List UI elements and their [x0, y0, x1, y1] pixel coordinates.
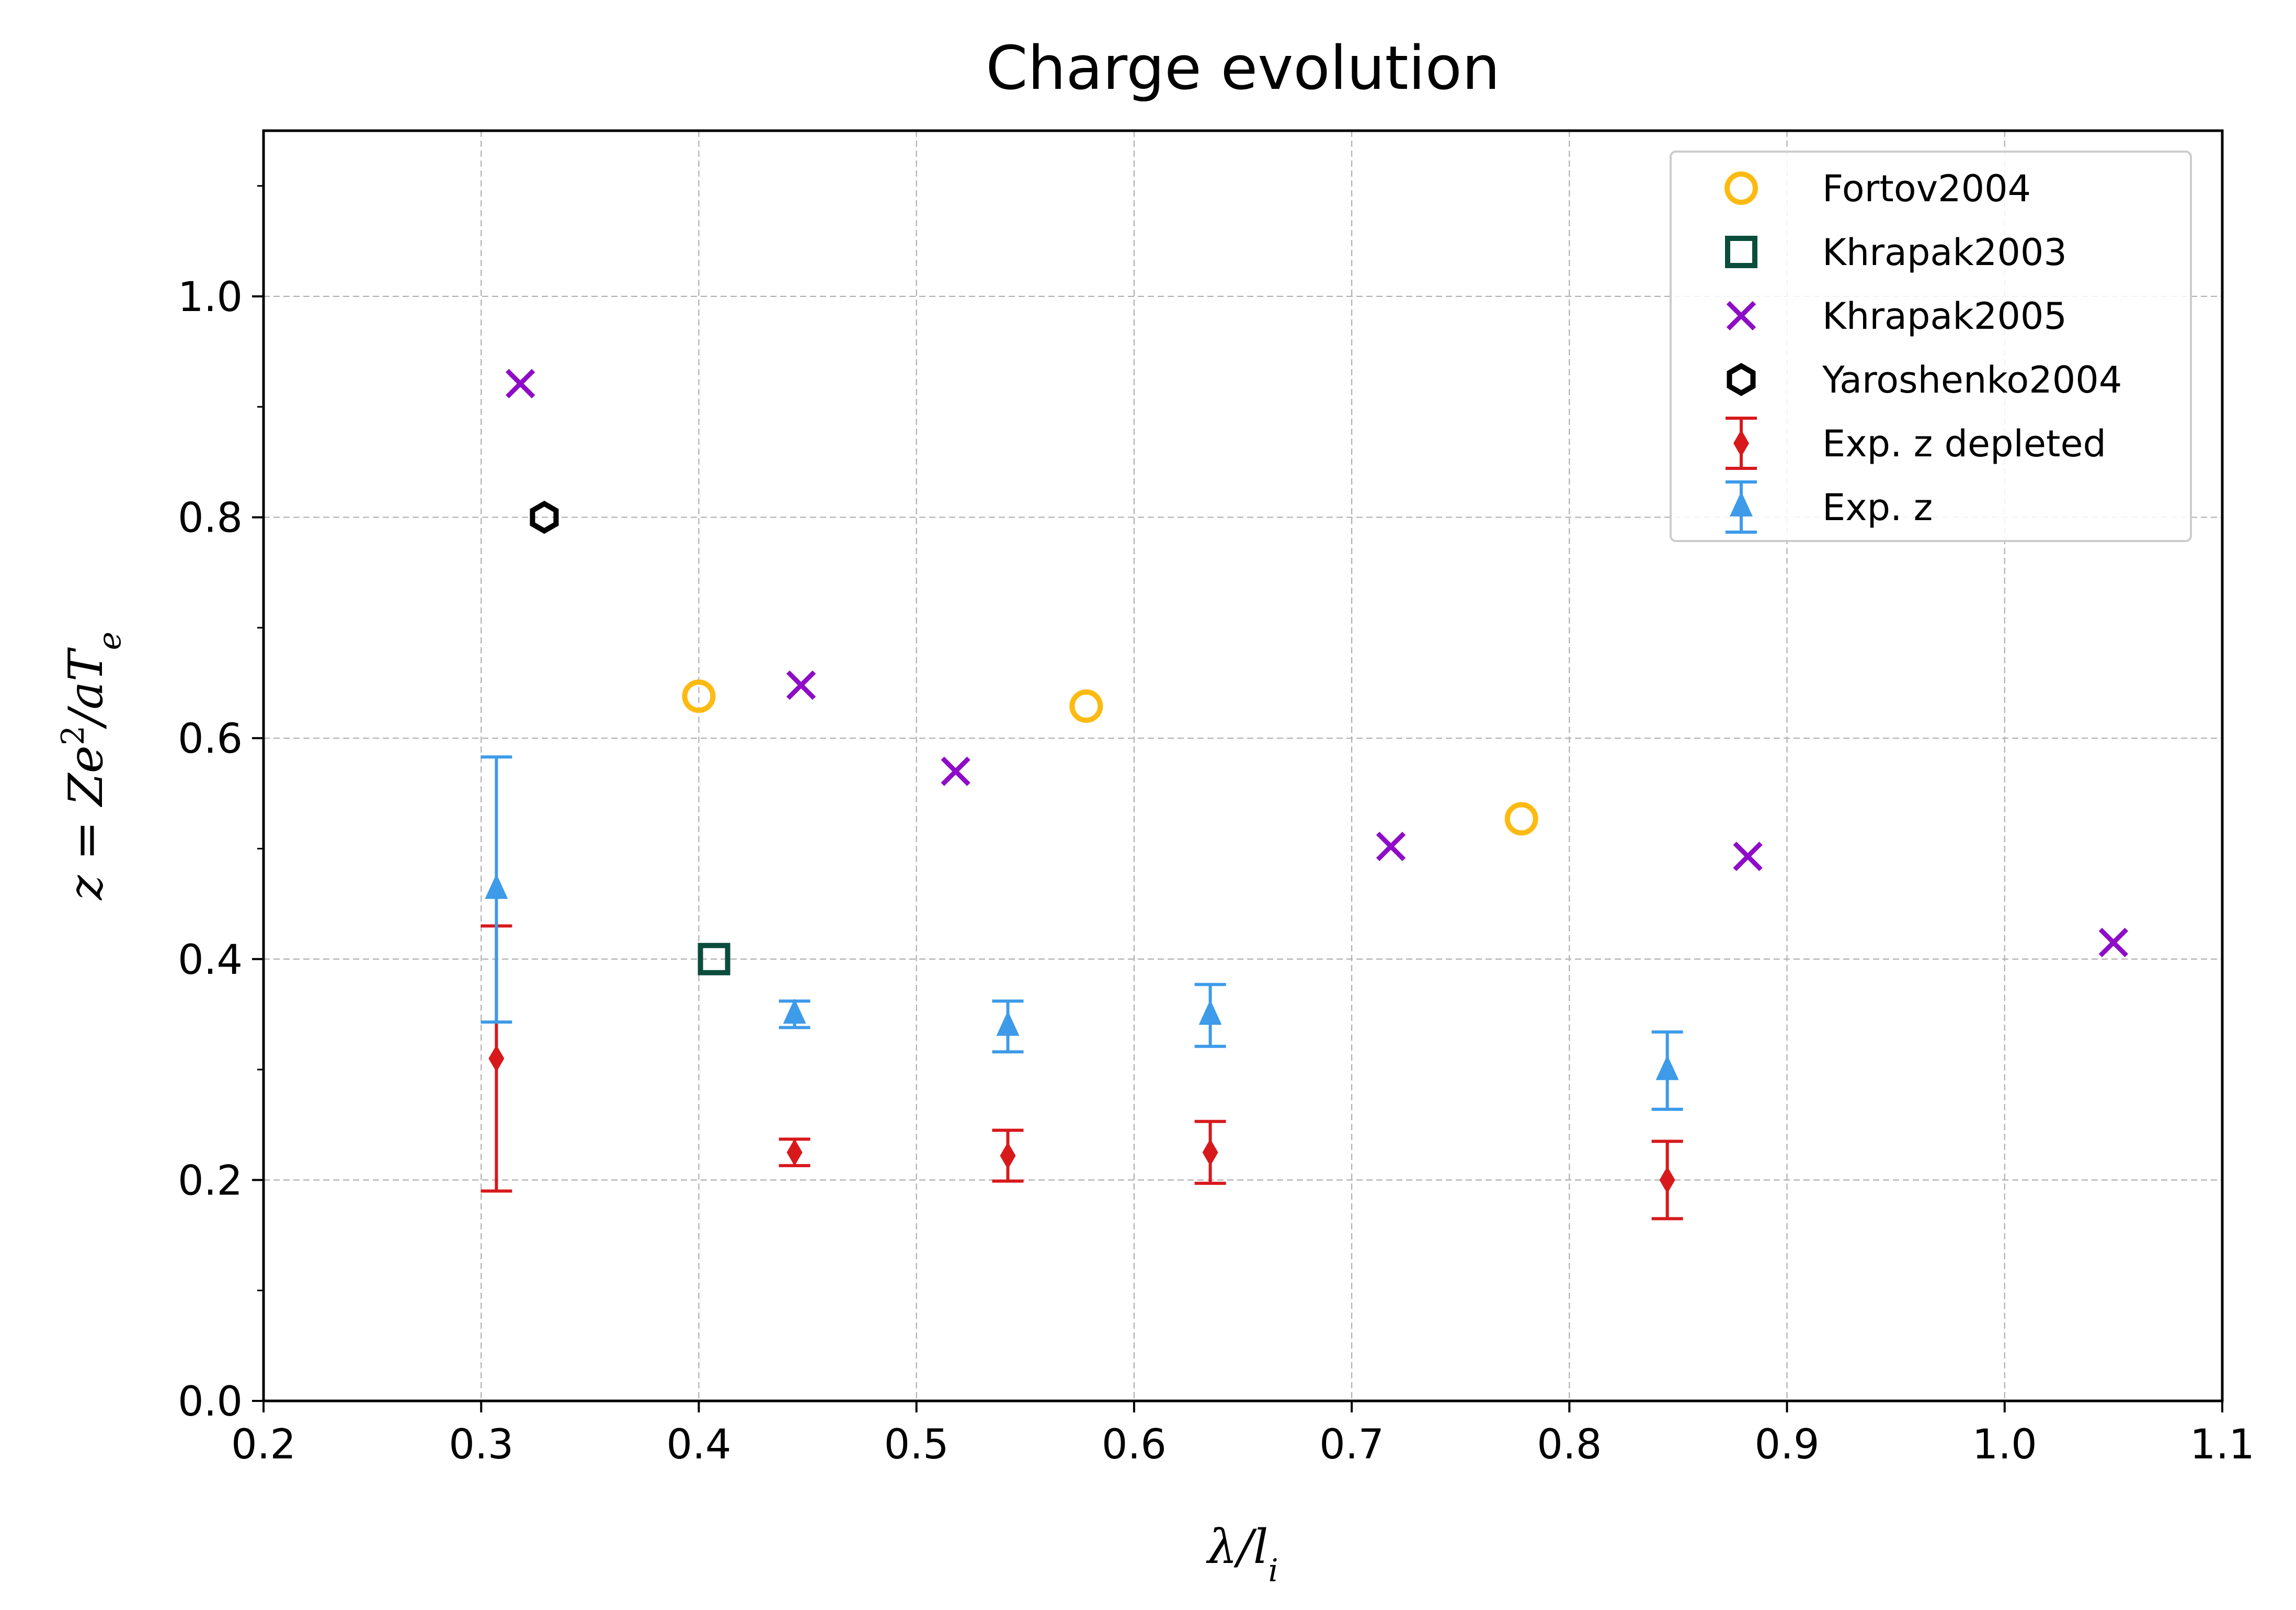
- data-point: [1376, 832, 1406, 861]
- legend-label: Exp. z: [1822, 486, 1933, 529]
- data-point: [941, 756, 970, 786]
- x-label-sub-i: i: [1268, 1552, 1278, 1589]
- data-point: [698, 942, 730, 975]
- axis-ticks: 0.2 0.3 0.4 0.5 0.6 0.7 0.8 0.9 1.0 1.10.00.20.40…: [178, 185, 2255, 1468]
- legend-entry: Khrapak2003: [1725, 231, 2067, 274]
- svg-text:z = Ze2/aTe: z = Ze2/aTe: [55, 631, 128, 901]
- legend-marker: [1725, 236, 1757, 268]
- legend-marker: [1724, 171, 1758, 205]
- data-point: [786, 1138, 803, 1166]
- legend-label: Fortov2004: [1822, 167, 2031, 210]
- plot-area: [481, 369, 2129, 1221]
- data-point: [2098, 927, 2129, 958]
- data-point: [783, 998, 806, 1024]
- series-khrapak2003: [698, 942, 730, 975]
- x-tick-label: 1.1: [2190, 1421, 2255, 1468]
- y-tick-label: 1.0: [178, 274, 243, 321]
- x-tick-label: 0.5: [884, 1421, 949, 1468]
- x-tick-label: 0.8: [1537, 1421, 1602, 1468]
- y-tick-label: 0.8: [178, 495, 243, 542]
- legend-marker: [1730, 491, 1753, 516]
- legend-label: Khrapak2005: [1822, 295, 2067, 338]
- data-point: [1659, 1166, 1675, 1194]
- series-khrapak2005: [505, 369, 2129, 958]
- data-point: [786, 670, 816, 700]
- legend-label: Khrapak2003: [1822, 231, 2067, 274]
- x-tick-label: 0.3: [449, 1421, 513, 1468]
- data-point: [682, 679, 716, 713]
- series-fortov2004: [682, 679, 1538, 836]
- data-point: [1069, 689, 1103, 723]
- x-tick-label: 0.6: [1102, 1421, 1167, 1468]
- legend-entry: Khrapak2005: [1726, 295, 2067, 338]
- axes-frame: [262, 129, 2224, 1402]
- legend-marker: [1726, 301, 1756, 331]
- legend: Fortov2004 Khrapak2003 Khrapak2005 Yaroshen…: [1670, 151, 2192, 542]
- data-point: [1000, 1142, 1016, 1169]
- x-tick-label: 1.0: [1972, 1421, 2037, 1468]
- y-tick-label: 0.0: [178, 1378, 243, 1425]
- x-label-l: l: [1253, 1520, 1269, 1574]
- y-tick-label: 0.2: [178, 1157, 243, 1204]
- chart-title: Charge evolution: [986, 33, 1500, 104]
- legend-label: Exp. z depleted: [1822, 422, 2106, 465]
- series-exp-z-depleted: [481, 924, 1683, 1221]
- legend-entry: Fortov2004: [1724, 167, 2031, 210]
- y-tick-label: 0.6: [178, 716, 243, 763]
- x-tick-label: 0.2: [231, 1421, 296, 1468]
- data-point: [1733, 842, 1763, 871]
- data-point: [996, 1010, 1020, 1036]
- series-exp-z: [481, 755, 1683, 1111]
- series-yaroshenko2004: [530, 500, 559, 534]
- x-tick-label: 0.9: [1755, 1421, 1820, 1468]
- data-point: [488, 1044, 505, 1072]
- data-point: [1198, 999, 1222, 1025]
- x-label-lambda: λ/: [1206, 1520, 1257, 1574]
- data-point: [530, 500, 559, 534]
- legend-box: [1670, 151, 2192, 542]
- legend-marker: [1733, 430, 1749, 457]
- x-tick-label: 0.7: [1319, 1421, 1384, 1468]
- legend-marker: [1727, 363, 1756, 396]
- y-axis-label: z = Ze2/aTe: [55, 631, 128, 901]
- y-tick-label: 0.4: [178, 937, 243, 984]
- data-point: [485, 873, 508, 899]
- data-point: [1504, 802, 1538, 836]
- legend-entry: Yaroshenko2004: [1727, 359, 2122, 401]
- data-point: [1202, 1138, 1218, 1166]
- data-point: [1655, 1055, 1679, 1080]
- legend-entry: Exp. z: [1726, 480, 1933, 534]
- legend-entry: Exp. z depleted: [1726, 417, 2106, 470]
- legend-label: Yaroshenko2004: [1822, 359, 2122, 401]
- x-axis-label: λ/li: [1206, 1520, 1278, 1589]
- x-tick-label: 0.4: [666, 1421, 731, 1468]
- data-point: [505, 369, 535, 399]
